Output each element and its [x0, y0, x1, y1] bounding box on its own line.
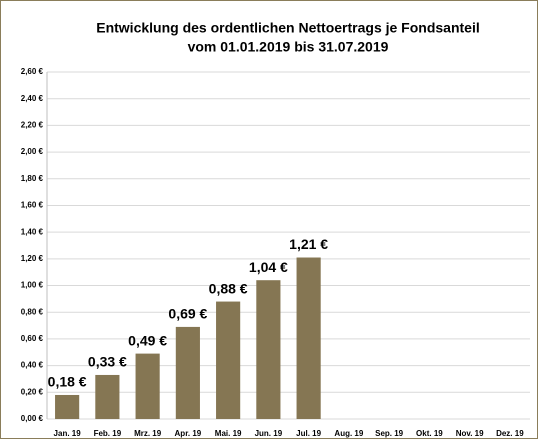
x-tick-label: Jul. 19	[296, 429, 321, 438]
y-tick-label: 1,60 €	[21, 201, 44, 210]
y-tick-label: 1,80 €	[21, 174, 44, 183]
y-tick-label: 0,60 €	[21, 334, 44, 343]
x-tick-label: Mai. 19	[215, 429, 242, 438]
value-label: 0,69 €	[168, 306, 207, 322]
y-tick-label: 1,20 €	[21, 254, 44, 263]
y-tick-label: 1,00 €	[21, 281, 44, 290]
y-tick-label: 0,20 €	[21, 387, 44, 396]
y-tick-label: 2,60 €	[21, 67, 44, 76]
chart-subtitle: vom 01.01.2019 bis 31.07.2019	[188, 39, 389, 55]
y-tick-label: 2,00 €	[21, 147, 44, 156]
y-tick-label: 1,40 €	[21, 227, 44, 236]
value-label: 0,49 €	[128, 332, 167, 348]
bar	[95, 374, 120, 419]
value-label: 1,04 €	[249, 259, 288, 275]
bar	[55, 394, 80, 419]
x-tick-label: Aug. 19	[334, 429, 363, 438]
x-tick-label: Feb. 19	[94, 429, 122, 438]
y-tick-label: 0,80 €	[21, 307, 44, 316]
y-tick-label: 0,40 €	[21, 361, 44, 370]
x-tick-label: Nov. 19	[456, 429, 484, 438]
bar	[296, 257, 321, 419]
bar	[216, 301, 241, 419]
x-tick-label: Sep. 19	[375, 429, 404, 438]
y-tick-label: 0,00 €	[21, 414, 44, 423]
x-tick-label: Jun. 19	[255, 429, 283, 438]
x-tick-label: Okt. 19	[416, 429, 443, 438]
x-tick-label: Mrz. 19	[134, 429, 162, 438]
x-tick-label: Apr. 19	[175, 429, 202, 438]
value-label: 1,21 €	[289, 236, 328, 252]
value-label: 0,18 €	[48, 374, 87, 390]
x-tick-label: Jan. 19	[54, 429, 82, 438]
bar	[256, 280, 281, 419]
y-tick-label: 2,20 €	[21, 120, 44, 129]
bar	[135, 353, 160, 419]
x-tick-label: Dez. 19	[496, 429, 524, 438]
value-label: 0,33 €	[88, 354, 127, 370]
bar	[175, 326, 200, 419]
y-tick-label: 2,40 €	[21, 94, 44, 103]
value-label: 0,88 €	[209, 280, 248, 296]
chart-title: Entwicklung des ordentlichen Nettoertrag…	[96, 20, 480, 36]
